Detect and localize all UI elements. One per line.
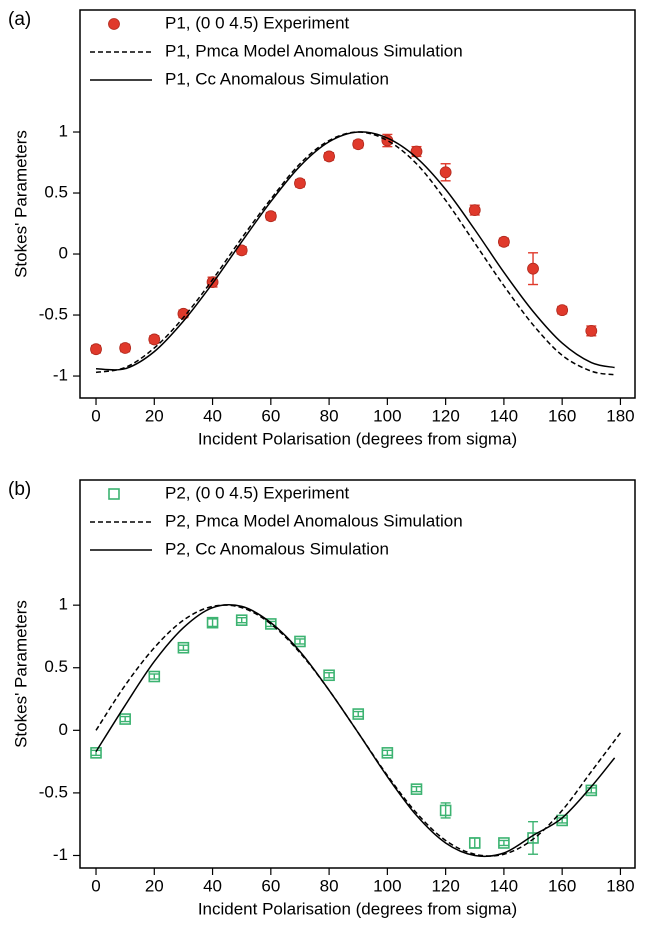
marker [439,166,452,179]
legend-label: P1, Pmca Model Anomalous Simulation [165,41,463,60]
legend-label: P1, (0 0 4.5) Experiment [165,13,350,32]
error-bar [353,710,364,718]
marker [119,342,132,354]
marker [352,138,365,151]
marker [585,784,598,797]
marker [90,747,102,759]
x-tick-label: 140 [490,406,518,425]
marker [323,150,335,163]
marker [527,262,539,275]
error-bar [236,616,247,624]
legend-marker [108,18,120,30]
y-tick-label: -0.5 [39,305,68,324]
y-tick-label: 1 [59,121,68,140]
legend-marker [108,488,120,500]
x-tick-label: 20 [145,876,164,895]
x-axis-label: Incident Polarisation (degrees from sigm… [198,429,517,448]
sim-line [95,604,616,858]
y-tick-label: -1 [53,366,68,385]
marker [410,145,423,158]
x-tick-label: 160 [548,876,576,895]
error-bar [207,618,218,628]
chart-panel: (b) 0 20 40 60 80 100 120 140 160 180 -1 -0.5 0 0.5 1 In… [8,479,636,918]
marker [468,837,481,849]
x-tick-label: 100 [373,406,401,425]
plot-frame [79,479,636,869]
x-tick-label: 60 [261,876,280,895]
y-axis-label: Stokes' Parameters [11,130,30,278]
x-tick-label: 60 [261,406,280,425]
error-bar [324,672,335,679]
error-bar [294,638,305,645]
panel-label: (b) [8,479,31,500]
x-tick-label: 120 [431,876,459,895]
legend-label: P2, Pmca Model Anomalous Simulation [165,511,463,530]
marker [265,618,277,630]
x-tick-label: 100 [373,876,401,895]
legend-label: P2, (0 0 4.5) Experiment [165,483,350,502]
x-tick-label: 0 [91,876,100,895]
error-bar [178,644,189,651]
error-bar [498,839,509,847]
error-bar [411,785,422,793]
marker [206,616,219,629]
marker [119,713,131,725]
x-tick-label: 180 [606,406,634,425]
marker [177,641,190,654]
marker [468,204,481,217]
x-tick-label: 40 [203,876,222,895]
marker [294,177,306,190]
marker [294,635,306,648]
x-tick-label: 80 [320,876,339,895]
x-tick-label: 40 [203,406,222,425]
marker [264,210,277,223]
y-tick-label: 0.5 [44,183,68,202]
marker [439,804,452,817]
x-tick-label: 120 [431,406,459,425]
panel-label: (a) [8,9,31,30]
marker [497,235,510,248]
error-bar [382,749,393,757]
x-tick-label: 0 [91,406,100,425]
marker [148,333,161,346]
marker [585,324,598,337]
error-bar [149,673,160,680]
marker [498,837,510,849]
sim-line [95,131,615,371]
plot-frame [79,9,636,399]
legend-label: P2, Cc Anomalous Simulation [165,539,389,558]
y-axis-label: Stokes' Parameters [11,600,30,748]
marker [352,708,365,720]
x-tick-label: 180 [606,876,634,895]
y-tick-label: -1 [53,845,68,864]
error-bar [469,837,480,849]
marker [556,814,568,827]
marker [323,669,335,682]
marker [381,747,394,759]
y-tick-label: 1 [59,595,68,614]
y-tick-label: 0.5 [44,657,68,676]
y-tick-label: 0 [59,720,68,739]
y-tick-label: -0.5 [39,782,68,801]
x-tick-label: 80 [320,406,339,425]
x-axis-label: Incident Polarisation (degrees from sigm… [198,899,517,918]
x-tick-label: 160 [548,406,576,425]
error-bar [528,820,539,855]
y-tick-label: 0 [59,244,68,263]
marker [235,614,248,626]
legend-label: P1, Cc Anomalous Simulation [165,69,389,88]
marker [410,783,423,795]
marker [556,304,569,317]
sim-line [95,604,622,857]
x-tick-label: 20 [145,406,164,425]
marker [90,343,102,356]
error-bar [586,787,597,794]
chart-panel: (a) 0 20 40 60 80 100 120 140 160 180 -1 -0.5 0 0.5 1 In… [8,9,636,448]
x-tick-label: 140 [490,876,518,895]
error-bar [120,715,131,723]
marker [148,670,161,683]
